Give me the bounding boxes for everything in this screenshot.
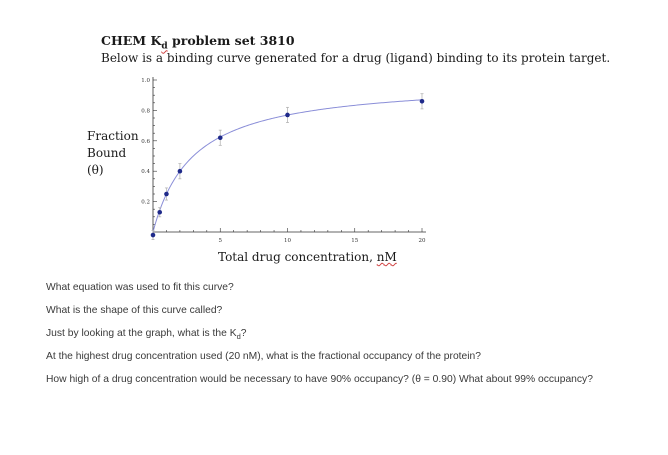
chart-axes: 5 10 15 20 0.2 0.4 0.6 0.8 1.0 — [141, 77, 426, 244]
question-5: How high of a drug concentration would b… — [46, 374, 593, 385]
data-point — [164, 191, 169, 197]
x-tick-label: 10 — [284, 238, 291, 244]
data-point — [177, 168, 183, 174]
title-prefix: CHEM K — [101, 33, 162, 48]
y-tick-label: 0.6 — [141, 139, 150, 145]
data-point — [157, 209, 163, 215]
y-axis-label-line-2: Bound — [87, 146, 127, 160]
y-tick-label: 0.8 — [141, 108, 150, 114]
question-4: At the highest drug concentration used (… — [46, 351, 482, 362]
x-tick-label: 5 — [219, 238, 223, 244]
x-axis-label-unit: nM — [376, 250, 397, 264]
y-tick-label: 0.4 — [141, 169, 150, 175]
x-axis-label-text: Total drug concentration, — [218, 250, 377, 264]
data-point — [217, 135, 223, 141]
data-point — [285, 112, 290, 118]
data-point — [419, 98, 425, 104]
question-3: Just by looking at the graph, what is th… — [46, 327, 646, 344]
y-axis-label-line-3: (θ) — [87, 163, 104, 177]
question-2: What is the shape of this curve called? — [46, 305, 223, 316]
data-points-group — [150, 98, 425, 238]
page-title: CHEM Kd problem set 3810 — [101, 33, 295, 52]
data-point — [150, 232, 156, 238]
y-tick-label: 0.2 — [141, 200, 150, 206]
question-3-subscript: d — [236, 332, 241, 342]
question-1: What equation was used to fit this curve… — [46, 282, 234, 293]
y-axis-label-line-1: Fraction — [87, 129, 139, 143]
page-subtitle: Below is a binding curve generated for a… — [101, 51, 611, 65]
question-3-end: ? — [240, 328, 247, 339]
x-tick-label: 20 — [419, 238, 426, 244]
y-tick-label: 1.0 — [141, 78, 150, 84]
title-subscript: d — [161, 41, 168, 52]
x-axis-label: Total drug concentration, nM — [218, 250, 397, 264]
title-suffix: problem set 3810 — [167, 33, 295, 48]
x-tick-label: 15 — [351, 238, 358, 244]
question-3-text: Just by looking at the graph, what is th… — [46, 328, 237, 339]
y-axis-label: Fraction Bound (θ) — [87, 128, 139, 179]
